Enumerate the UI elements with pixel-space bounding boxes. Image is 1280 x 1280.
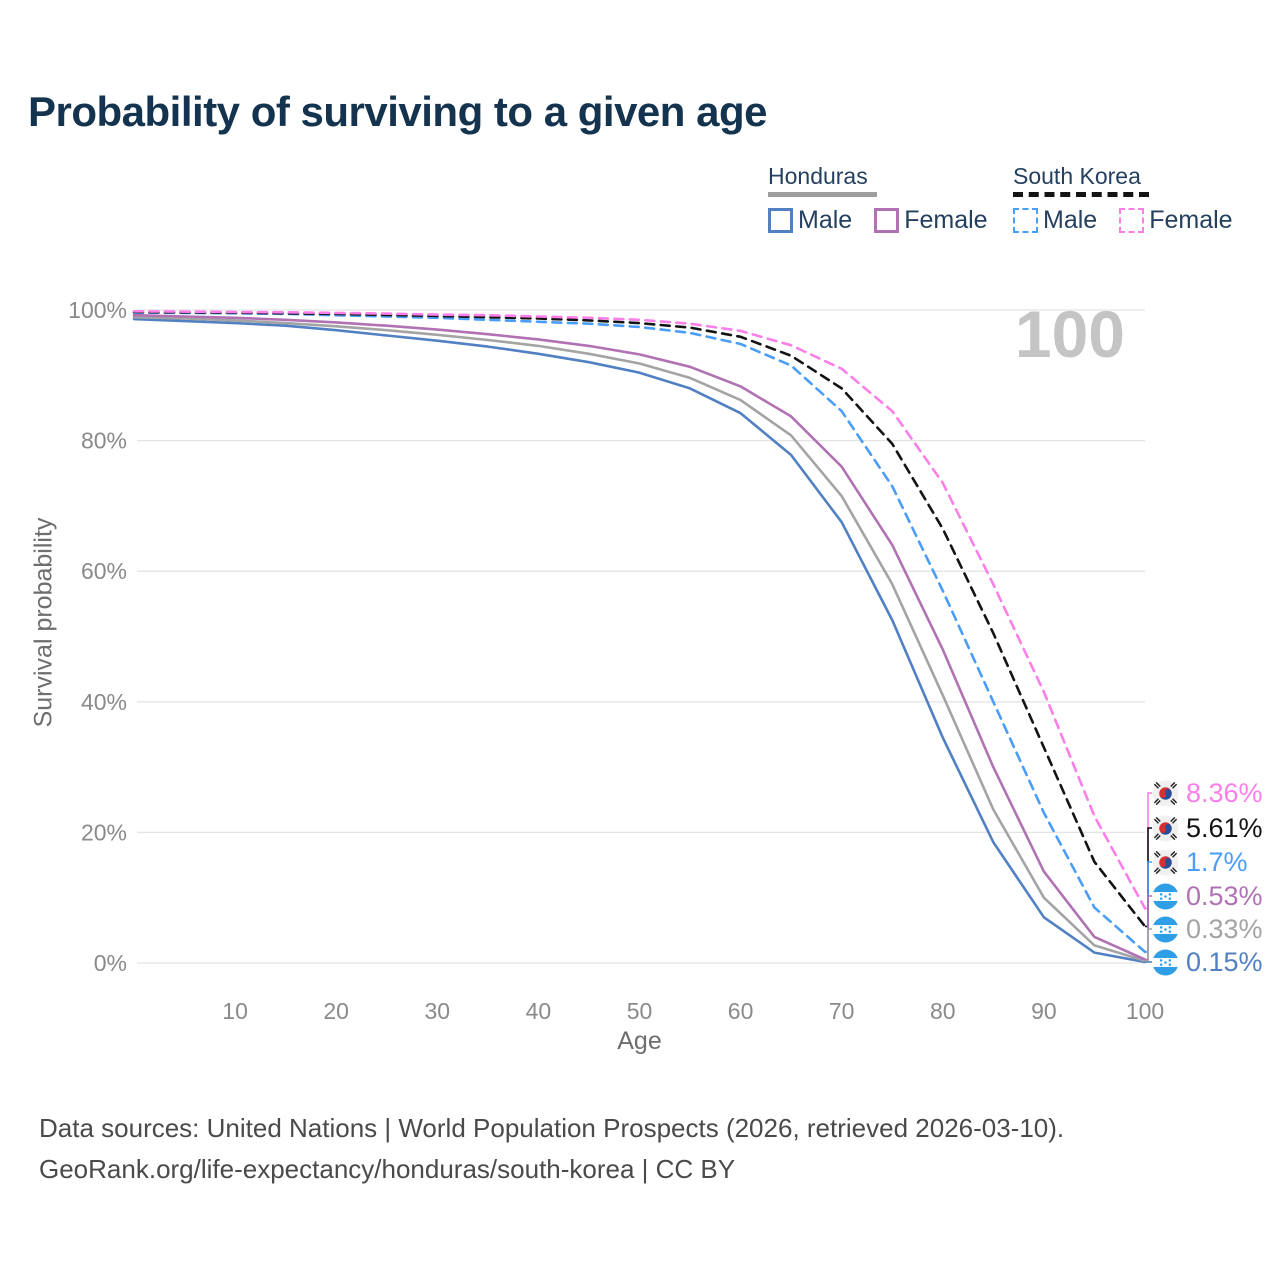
legend-swatch-south-korea-female[interactable] xyxy=(1119,208,1145,233)
legend-group-honduras: Honduras Male Female xyxy=(768,164,1010,235)
series-line xyxy=(132,317,1147,964)
series-line xyxy=(132,310,1147,928)
end-label-value: 0.53% xyxy=(1186,880,1263,911)
end-label-honduras-both: 0.33% xyxy=(1152,914,1263,944)
legend-label-south-korea-male[interactable]: Male xyxy=(1043,206,1098,234)
y-tick-label: 60% xyxy=(81,558,127,584)
leader-line xyxy=(1145,895,1152,961)
legend-title-south-korea: South Korea xyxy=(1013,163,1141,189)
x-tick-label: 100 xyxy=(1126,998,1164,1024)
x-tick-label: 70 xyxy=(829,998,855,1024)
footer-attribution[interactable]: GeoRank.org/life-expectancy/honduras/sou… xyxy=(39,1154,736,1184)
end-label-south-korea-female: 8.36% xyxy=(1152,778,1263,808)
y-tick-label: 80% xyxy=(81,428,127,454)
legend-swatch-honduras-female[interactable] xyxy=(874,208,900,233)
honduras-flag-icon xyxy=(1152,915,1179,943)
leader-line xyxy=(1145,928,1152,962)
y-tick-label: 100% xyxy=(68,297,127,323)
legend-label-honduras-male[interactable]: Male xyxy=(798,206,853,234)
x-tick-label: 80 xyxy=(930,998,956,1024)
legend-label-honduras-female[interactable]: Female xyxy=(904,206,988,234)
footer: Data sources: United Nations | World Pop… xyxy=(39,1108,1064,1190)
end-label-honduras-female: 0.53% xyxy=(1152,881,1263,911)
south-korea-flag-icon xyxy=(1152,814,1179,842)
end-label-honduras-male: 0.15% xyxy=(1152,947,1263,977)
x-tick-label: 30 xyxy=(425,998,451,1024)
footer-data-sources: Data sources: United Nations | World Pop… xyxy=(39,1113,1065,1143)
y-tick-label: 0% xyxy=(94,950,127,976)
x-tick-label: 60 xyxy=(728,998,754,1024)
end-label-south-korea-both: 5.61% xyxy=(1152,813,1263,843)
legend-swatch-honduras-male[interactable] xyxy=(768,208,793,233)
series-line xyxy=(132,315,1147,963)
x-tick-label: 40 xyxy=(526,998,552,1024)
y-tick-label: 20% xyxy=(81,819,127,845)
legend-label-south-korea-female[interactable]: Female xyxy=(1149,206,1233,234)
end-label-value: 8.36% xyxy=(1186,777,1263,808)
honduras-flag-icon xyxy=(1152,948,1179,976)
end-label-south-korea-male: 1.7% xyxy=(1152,847,1248,877)
south-korea-flag-icon xyxy=(1152,779,1179,807)
south-korea-flag-icon xyxy=(1152,848,1179,876)
series-line xyxy=(132,311,1147,954)
x-tick-label: 10 xyxy=(222,998,248,1024)
x-tick-label: 50 xyxy=(627,998,653,1024)
legend-title-honduras: Honduras xyxy=(768,163,868,189)
end-label-value: 1.7% xyxy=(1186,846,1248,877)
y-tick-label: 40% xyxy=(81,689,127,715)
legend-underline-south-korea-dashed xyxy=(1013,192,1149,197)
legend-underline-honduras-solid xyxy=(768,192,877,197)
watermark-age-100: 100 xyxy=(1014,297,1125,371)
series-line xyxy=(132,313,1147,961)
x-axis-title: Age xyxy=(617,1027,661,1055)
series-line xyxy=(132,309,1147,910)
page-title: Probability of surviving to a given age xyxy=(28,88,767,135)
honduras-flag-icon xyxy=(1152,882,1179,910)
end-label-value: 5.61% xyxy=(1186,812,1263,843)
end-label-value: 0.33% xyxy=(1186,913,1263,944)
x-tick-label: 90 xyxy=(1031,998,1057,1024)
legend-swatch-south-korea-male[interactable] xyxy=(1013,208,1038,233)
end-label-value: 0.15% xyxy=(1186,946,1263,977)
x-tick-label: 20 xyxy=(323,998,349,1024)
legend-group-south-korea: South Korea Male Female xyxy=(1013,164,1255,235)
